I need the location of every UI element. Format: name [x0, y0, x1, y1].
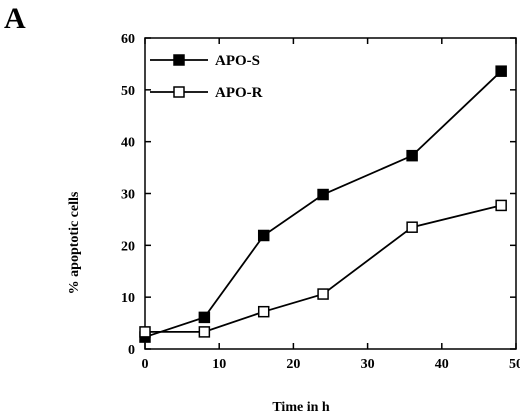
legend-label: APO-S: [215, 53, 260, 69]
x-tick-label: 50: [509, 357, 520, 372]
series-apo-r: [139, 199, 507, 338]
data-point: [139, 326, 151, 338]
data-point: [406, 149, 418, 162]
legend: APO-S APO-R: [150, 53, 263, 101]
data-point: [198, 326, 211, 338]
plot-frame: [144, 37, 517, 350]
y-tick-label: 30: [121, 188, 135, 203]
data-point: [495, 65, 507, 77]
y-tick-label: 50: [121, 84, 135, 99]
series-layer: [139, 65, 507, 343]
axes: [144, 37, 517, 350]
y-axis-ticks: 0 10 20 30 40 50 60: [121, 32, 516, 358]
data-point: [495, 199, 507, 212]
y-tick-label: 0: [128, 343, 135, 358]
x-axis-title: Time in h: [272, 400, 330, 415]
legend-marker: [173, 54, 185, 66]
data-point: [317, 288, 329, 300]
data-point: [257, 305, 270, 318]
series-apo-s: [139, 65, 507, 343]
y-tick-label: 40: [121, 136, 135, 151]
x-tick-label: 30: [361, 357, 375, 372]
data-point: [406, 221, 418, 233]
x-tick-label: 10: [212, 357, 226, 372]
series-line: [145, 204, 502, 333]
y-tick-label: 60: [121, 32, 135, 47]
x-tick-label: 40: [435, 357, 449, 372]
legend-label: APO-R: [215, 85, 263, 101]
series-line: [144, 70, 502, 338]
x-tick-label: 0: [142, 357, 149, 372]
y-axis-title: % apoptotic cells: [67, 191, 82, 294]
panel-label: A: [4, 2, 26, 35]
legend-marker: [173, 86, 185, 98]
x-axis-ticks: 0 10 20 30 40 50: [142, 38, 520, 372]
data-point: [198, 311, 211, 324]
y-tick-label: 20: [121, 239, 135, 254]
data-point: [317, 188, 329, 201]
y-tick-label: 10: [121, 291, 135, 306]
x-tick-label: 20: [286, 357, 300, 372]
data-point: [257, 229, 270, 242]
